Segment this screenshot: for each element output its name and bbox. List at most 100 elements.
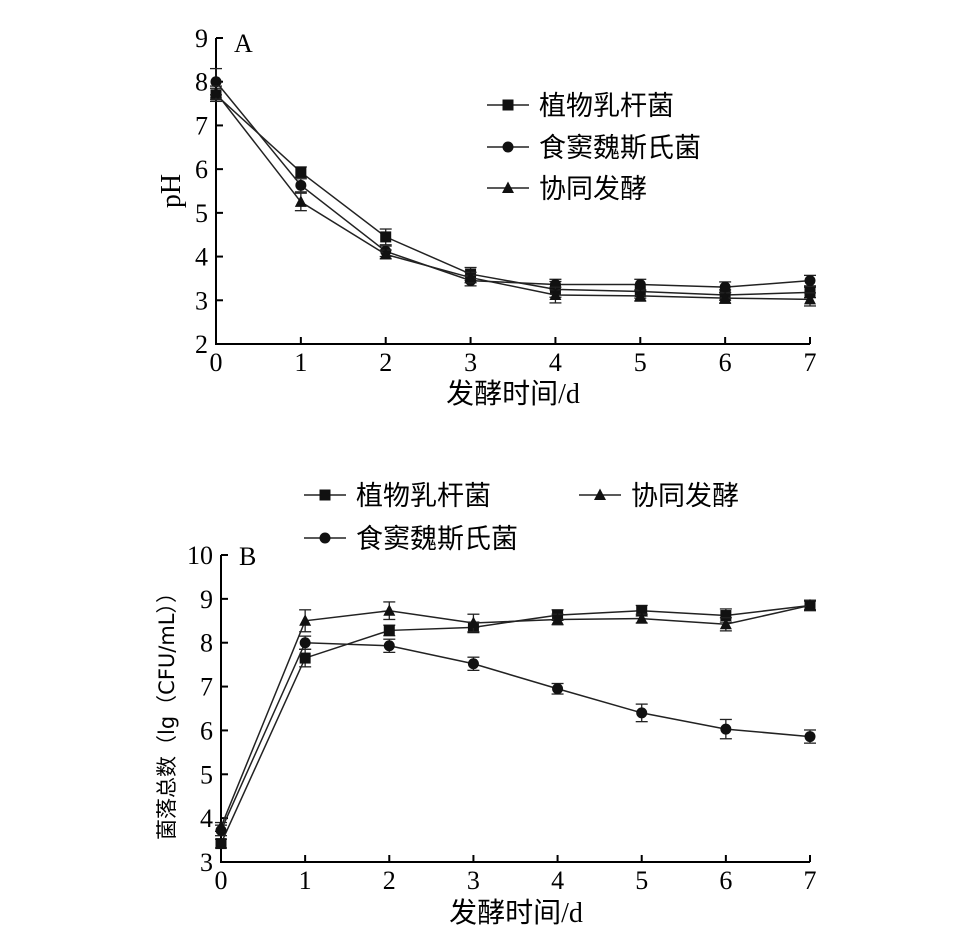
y-tick-label: 6 — [195, 155, 208, 184]
data-point-square — [636, 605, 648, 617]
data-point-square — [380, 231, 392, 243]
y-tick-label: 2 — [195, 330, 208, 359]
legend-label: 协同发酵 — [539, 174, 647, 205]
series-line — [220, 641, 811, 831]
data-point-circle — [383, 640, 395, 652]
y-tick-label: 7 — [195, 111, 208, 140]
series-group-a — [210, 67, 816, 307]
x-tick-label: 3 — [464, 348, 477, 377]
data-point-circle — [552, 683, 564, 695]
y-tick-label: 3 — [200, 848, 213, 877]
series-line — [220, 604, 811, 828]
data-point-triangle — [804, 598, 816, 611]
y-tick-label: 9 — [195, 24, 208, 53]
x-tick-label: 6 — [719, 866, 732, 895]
data-point-circle — [719, 281, 731, 293]
data-point-triangle — [549, 288, 562, 301]
legend-marker-triangle — [502, 181, 514, 193]
data-point-square — [720, 610, 732, 622]
y-tick-label: 10 — [187, 541, 213, 570]
y-tick-label: 8 — [200, 629, 213, 658]
data-point-square — [295, 166, 307, 178]
x-tick-label: 1 — [299, 866, 312, 895]
data-point-triangle — [551, 612, 564, 625]
series-group-b — [215, 598, 816, 850]
legend-marker-square — [319, 489, 331, 501]
series-line — [215, 92, 811, 301]
data-point-circle — [295, 179, 307, 191]
legend-label: 食窦魏斯氏菌 — [539, 133, 701, 164]
data-point-square — [383, 624, 395, 636]
data-point-triangle — [383, 604, 396, 616]
data-point-circle — [467, 658, 479, 670]
series-line — [215, 81, 811, 288]
x-ticks-b: 0 1 2 3 4 5 6 7 — [215, 855, 817, 895]
y-tick-label: 4 — [195, 243, 208, 272]
x-tick-label: 7 — [804, 866, 817, 895]
panel-label-b: B — [239, 542, 256, 571]
legend-item: 协同发酵 — [579, 481, 739, 512]
y-ticks-a: 2 3 4 5 6 7 8 9 — [195, 24, 223, 359]
x-tick-label: 3 — [467, 866, 480, 895]
x-tick-label: 5 — [635, 866, 648, 895]
y-tick-label: 5 — [200, 760, 213, 789]
legend-marker-triangle — [594, 488, 606, 500]
data-point-triangle — [804, 292, 816, 305]
panel-a: 0 1 2 3 4 5 6 7 2 3 4 5 6 7 8 9 A 发酵时间/d pH 植物乳杆菌食窦魏斯氏… — [156, 24, 817, 410]
data-point-square — [215, 838, 227, 850]
data-point-circle — [634, 279, 646, 291]
x-tick-label: 1 — [294, 348, 307, 377]
y-tick-label: 6 — [200, 716, 213, 745]
legend-label: 协同发酵 — [631, 481, 739, 512]
legend-label: 植物乳杆菌 — [356, 481, 491, 512]
y-tick-label: 5 — [195, 199, 208, 228]
x-tick-label: 6 — [719, 348, 732, 377]
panel-label-a: A — [234, 29, 253, 58]
data-point-circle — [636, 707, 648, 719]
y-axis-title-a: pH — [156, 174, 187, 208]
data-point-circle — [804, 731, 816, 743]
y-tick-label: 4 — [200, 804, 213, 833]
x-tick-label: 2 — [379, 348, 392, 377]
legend-item: 协同发酵 — [487, 174, 647, 205]
legend-label: 植物乳杆菌 — [539, 91, 674, 122]
x-tick-label: 7 — [804, 348, 817, 377]
data-point-circle — [720, 723, 732, 735]
data-point-triangle — [299, 614, 312, 626]
legend-item: 植物乳杆菌 — [487, 91, 674, 122]
data-point-triangle — [210, 86, 222, 98]
x-tick-label: 4 — [551, 866, 564, 895]
x-tick-label: 0 — [210, 348, 223, 377]
series-circle — [215, 635, 816, 837]
x-tick-label: 2 — [383, 866, 396, 895]
legend-marker-circle — [319, 532, 331, 544]
y-tick-label: 9 — [200, 585, 213, 614]
data-point-circle — [210, 76, 222, 88]
panel-b: 0 1 2 3 4 5 6 7 3 4 5 6 7 8 9 10 B 发酵时间/d 菌落总数（lg（CFU/… — [155, 481, 817, 929]
series-triangle — [210, 85, 816, 307]
y-tick-label: 8 — [195, 68, 208, 97]
data-point-square — [299, 652, 311, 664]
data-point-triangle — [215, 820, 227, 832]
x-tick-label: 5 — [634, 348, 647, 377]
series-line — [215, 94, 811, 296]
legend-item: 植物乳杆菌 — [304, 481, 491, 512]
legend-item: 食窦魏斯氏菌 — [487, 133, 701, 164]
data-point-triangle — [719, 291, 732, 304]
data-point-triangle — [294, 195, 307, 207]
x-axis-title-a: 发酵时间/d — [446, 378, 580, 410]
data-point-circle — [299, 637, 311, 649]
data-point-circle — [804, 275, 816, 287]
data-point-triangle — [634, 289, 647, 301]
y-tick-label: 7 — [200, 673, 213, 702]
axis-frame-b — [220, 555, 810, 863]
legend-marker-square — [502, 99, 514, 111]
x-axis-title-b: 发酵时间/d — [449, 897, 583, 929]
series-triangle — [215, 598, 816, 832]
y-ticks-b: 3 4 5 6 7 8 9 10 — [187, 541, 228, 877]
data-point-triangle — [719, 617, 732, 630]
legend-label: 食窦魏斯氏菌 — [356, 524, 518, 555]
